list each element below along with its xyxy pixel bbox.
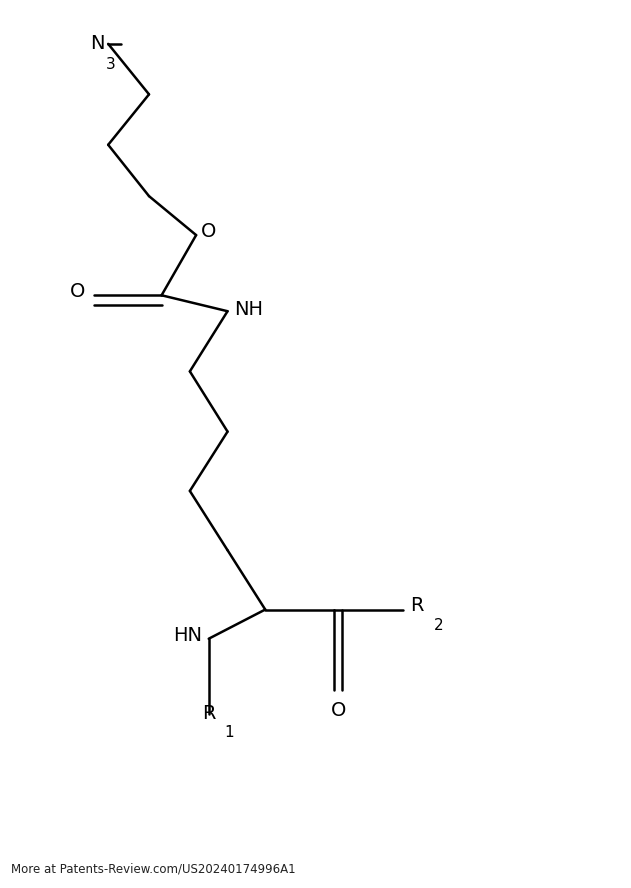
Text: 2: 2 [433, 618, 443, 633]
Text: O: O [331, 701, 346, 719]
Text: O: O [69, 282, 85, 301]
Text: O: O [201, 222, 216, 241]
Text: More at Patents-Review.com/US20240174996A1: More at Patents-Review.com/US20240174996… [11, 863, 295, 876]
Text: R: R [202, 704, 215, 724]
Text: 1: 1 [225, 725, 234, 740]
Text: 3: 3 [106, 57, 116, 72]
Text: HN: HN [174, 626, 203, 645]
Text: N: N [90, 35, 105, 53]
Text: NH: NH [234, 300, 263, 319]
Text: R: R [410, 597, 423, 615]
